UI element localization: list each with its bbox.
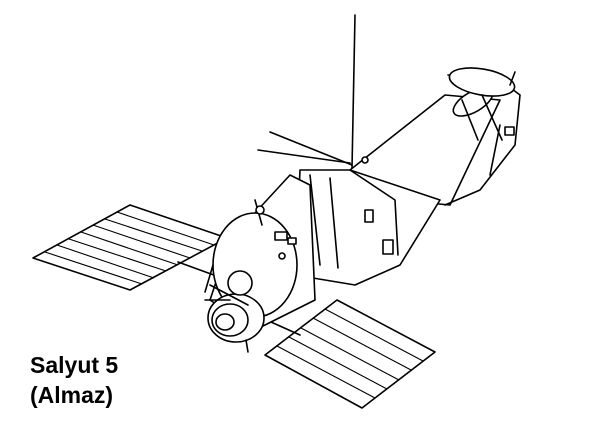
caption-title: Salyut 5 xyxy=(30,352,119,378)
forward-section xyxy=(204,174,316,353)
left-solar-array xyxy=(32,204,228,291)
caption: Salyut 5 (Almaz) xyxy=(30,350,118,410)
antenna-mast xyxy=(257,14,356,169)
main-cylinder xyxy=(349,67,521,206)
caption-subtitle: (Almaz) xyxy=(30,382,114,408)
right-solar-array xyxy=(261,299,436,409)
